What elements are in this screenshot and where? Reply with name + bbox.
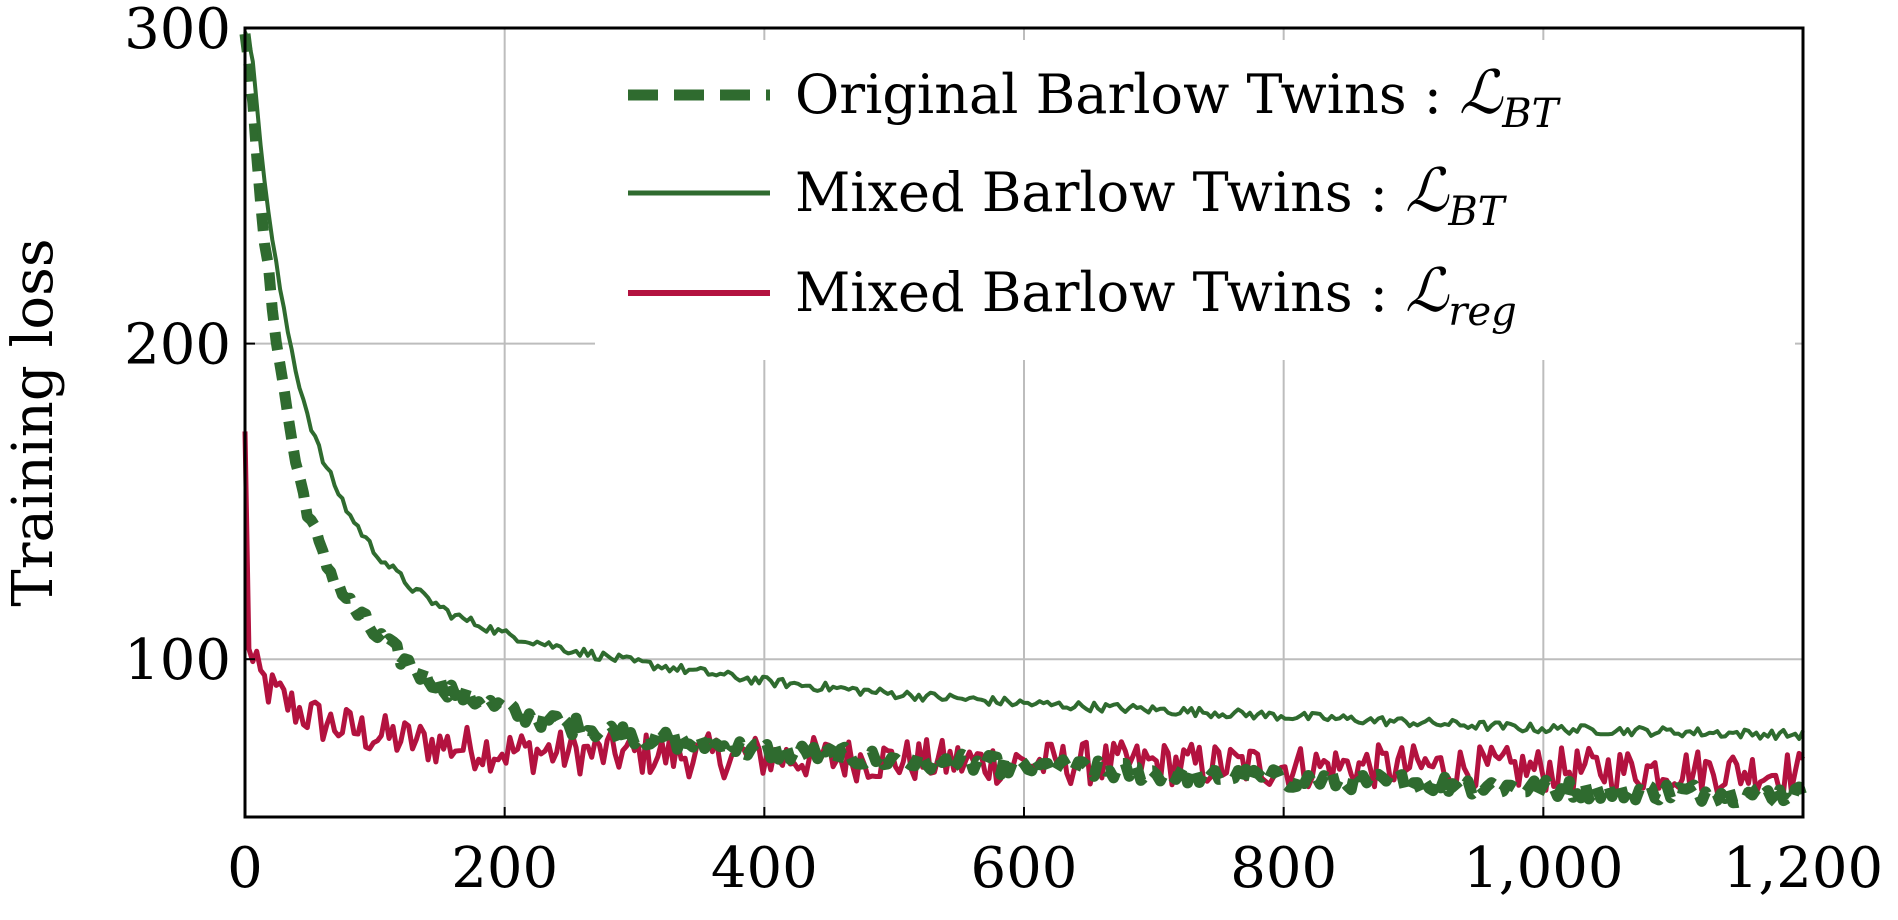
series-line-2 (243, 31, 1805, 741)
y-axis-ticks: 100 200 300 (124, 0, 255, 693)
y-tick-label: 200 (124, 313, 231, 378)
x-axis-ticks: 0 200 400 600 800 1,000 1,200 (227, 807, 1883, 901)
series-layer (239, 31, 1809, 809)
x-tick-label: 400 (711, 836, 818, 901)
legend-label-1: Original Barlow Twins : ℒBT (795, 58, 1562, 137)
legend-name: Mixed Barlow Twins : (795, 261, 1405, 324)
legend-label-3: Mixed Barlow Twins : ℒreg (795, 256, 1517, 335)
legend-background (595, 40, 1795, 360)
legend-subscript: BT (1501, 91, 1561, 137)
legend-subscript: reg (1448, 289, 1516, 335)
x-tick-label: 800 (1230, 836, 1337, 901)
series-line-1 (239, 33, 1809, 809)
legend-name: Original Barlow Twins : (795, 63, 1459, 126)
x-tick-label: 1,000 (1463, 836, 1623, 901)
x-tick-label: 200 (451, 836, 558, 901)
legend-math-symbol: ℒ (1405, 156, 1450, 226)
y-tick-label: 100 (124, 628, 231, 693)
legend-math-symbol: ℒ (1459, 58, 1504, 128)
legend-label-2: Mixed Barlow Twins : ℒBT (795, 156, 1508, 235)
y-tick-label: 300 (124, 0, 231, 62)
legend-subscript: BT (1447, 189, 1507, 235)
x-tick-label: 0 (227, 836, 263, 901)
y-axis-label: Training loss (1, 238, 66, 606)
x-tick-label: 600 (971, 836, 1078, 901)
legend-math-symbol: ℒ (1405, 256, 1450, 326)
legend-name: Mixed Barlow Twins : (795, 161, 1405, 224)
x-tick-label: 1,200 (1723, 836, 1883, 901)
